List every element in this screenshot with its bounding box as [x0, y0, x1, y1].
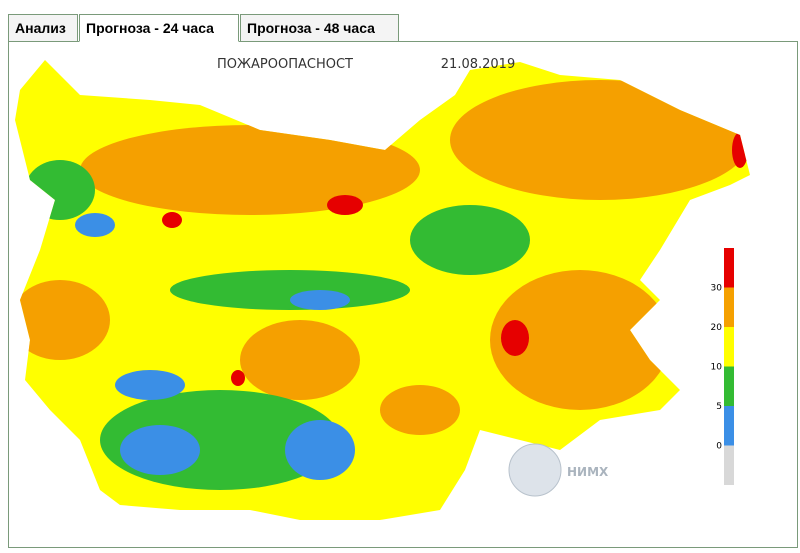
content-panel	[8, 41, 798, 548]
legend-swatch	[724, 366, 734, 406]
legend-swatch	[724, 248, 734, 288]
legend-label: 10	[711, 363, 723, 373]
legend-label: 5	[716, 402, 722, 412]
legend-swatch	[724, 287, 734, 327]
legend-label: 30	[711, 284, 723, 294]
legend: 0 5 10 20 30	[711, 248, 734, 485]
tab-active[interactable]: Прогноза - 24 часа	[79, 14, 239, 42]
legend-swatch	[724, 445, 734, 485]
logo-text: НИМХ	[567, 465, 609, 479]
legend-swatch	[724, 406, 734, 446]
map-date: 21.08.2019	[441, 57, 515, 72]
legend-swatch	[724, 327, 734, 367]
map-fill	[15, 60, 750, 520]
legend-label: 20	[711, 323, 723, 333]
map-title: ПОЖАРООПАСНОСТ	[217, 57, 353, 72]
logo	[508, 443, 562, 497]
tab[interactable]: Анализ	[8, 14, 78, 42]
legend-label: 0	[716, 442, 722, 452]
